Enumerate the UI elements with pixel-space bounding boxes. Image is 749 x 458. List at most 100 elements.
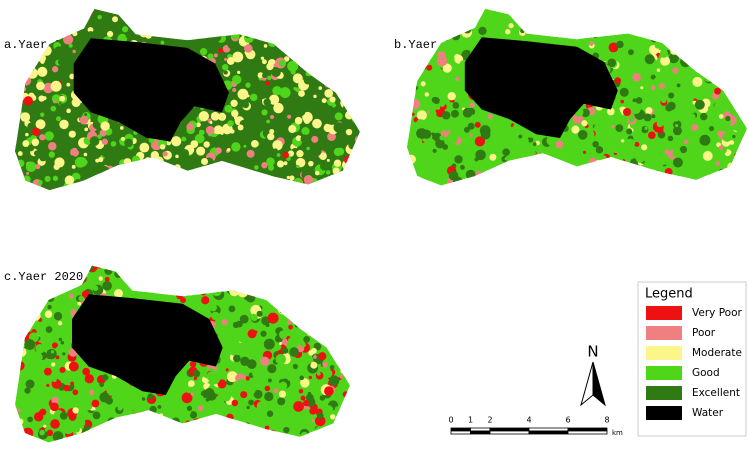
land-patch [328,57,335,64]
land-patch [221,168,231,177]
land-patch [77,194,81,198]
land-patch [625,138,635,148]
land-patch [515,10,527,22]
land-patch [216,267,223,273]
land-patch [40,112,45,117]
land-patch [714,99,718,103]
land-patch [121,427,126,432]
land-patch [544,149,550,155]
land-patch [94,265,105,269]
land-patch [325,57,331,62]
land-patch [264,195,268,199]
land-patch [41,11,48,17]
land-patch [256,280,266,290]
land-patch [84,374,95,384]
land-patch [227,40,237,50]
land-patch [514,173,519,178]
land-patch [15,181,23,190]
land-patch [279,330,288,339]
land-patch [542,17,546,21]
land-patch [329,277,339,286]
land-patch [166,397,173,404]
land-patch [555,140,564,149]
land-patch [245,422,250,427]
land-patch [710,21,718,29]
land-patch [120,265,124,266]
land-patch [229,12,235,18]
land-patch [239,21,244,26]
land-patch [198,3,204,9]
land-patch [197,183,209,191]
land-patch [218,8,229,14]
land-patch [407,8,410,13]
land-patch [180,149,190,158]
land-patch [43,367,52,376]
land-patch [328,335,337,345]
land-patch [223,3,228,8]
land-patch [602,174,606,178]
land-patch [559,10,571,22]
land-patch [268,94,280,105]
land-patch [39,154,47,162]
land-patch [669,32,674,37]
land-patch [226,278,235,287]
land-patch [164,171,172,179]
land-patch [343,294,350,305]
land-patch [303,61,309,67]
land-patch [228,305,236,313]
land-patch [321,98,327,104]
land-patch [191,11,199,18]
land-patch [139,436,148,443]
land-patch [22,53,28,58]
land-patch [233,354,241,363]
land-patch [334,112,343,121]
land-patch [595,146,604,154]
land-patch [257,448,262,453]
land-patch [557,37,566,45]
land-patch [714,70,721,78]
land-patch [302,111,313,123]
land-patch [327,300,332,305]
land-patch [465,169,476,180]
land-patch [640,8,647,15]
land-patch [716,70,726,80]
land-patch [323,369,333,378]
land-patch [238,334,247,343]
land-patch [155,439,162,443]
land-patch [161,8,171,13]
land-patch [449,25,459,34]
land-patch [616,40,624,49]
land-patch [734,40,741,46]
land-patch [22,175,31,184]
land-patch [138,426,144,432]
land-patch [634,189,641,196]
land-patch [272,280,281,289]
north-label: N [587,343,598,361]
land-patch [15,8,21,16]
land-patch [221,20,227,26]
land-patch [250,177,254,181]
land-patch [60,324,66,331]
land-patch [283,319,288,324]
land-patch [435,190,438,193]
land-patch [630,189,640,199]
panel-title: c.Yaer 2020 [4,270,83,284]
land-patch [333,348,339,354]
land-patch [132,9,141,18]
land-patch [530,191,535,196]
land-patch [68,293,74,299]
land-patch [563,171,572,180]
land-patch [25,319,31,324]
land-patch [250,30,257,37]
land-patch [134,178,146,189]
land-patch [740,18,745,24]
land-patch [63,24,74,35]
land-patch [33,150,40,157]
land-patch [500,8,509,11]
land-patch [224,57,228,61]
land-patch [219,265,230,273]
land-patch [577,33,588,45]
land-patch [535,135,541,141]
land-patch [285,301,296,312]
land-patch [646,154,656,163]
